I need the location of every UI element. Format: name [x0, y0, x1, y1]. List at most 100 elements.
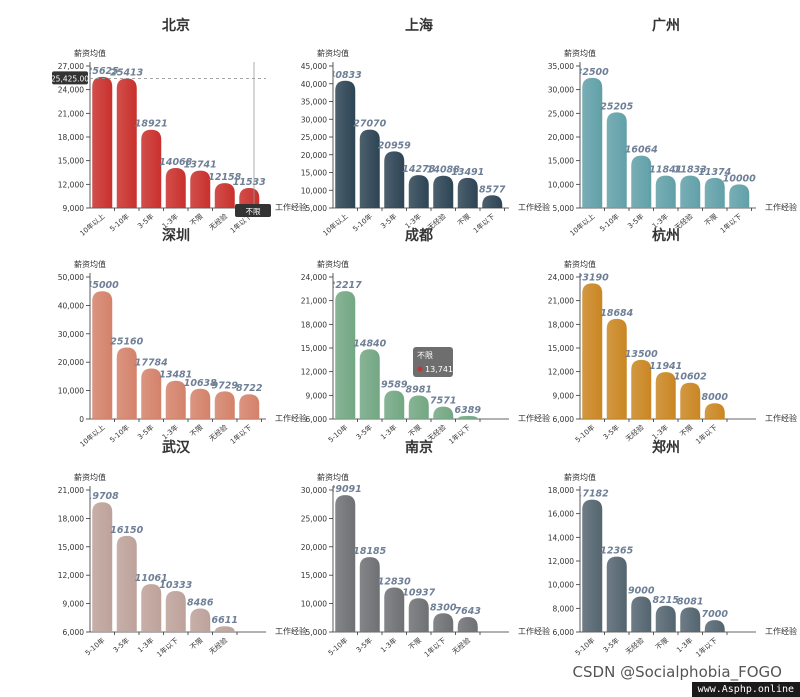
bar-不限[interactable]	[680, 382, 701, 419]
bar-无经验[interactable]	[680, 175, 701, 208]
x-axis-name: 工作经验	[518, 626, 550, 636]
bar-1-3年[interactable]	[141, 584, 162, 632]
bar-value-label: 13500	[625, 349, 658, 360]
bar-无经验[interactable]	[214, 391, 235, 419]
x-axis-name: 工作经验	[275, 626, 307, 636]
bar-1-3年[interactable]	[384, 587, 405, 632]
y-tick-label: 5,000	[306, 628, 328, 637]
bar-10年以上[interactable]	[92, 291, 113, 419]
x-tick-label: 1-3年	[675, 636, 695, 655]
bar-5-10年[interactable]	[116, 347, 137, 419]
bar-不限[interactable]	[457, 177, 478, 208]
bar-10年以上[interactable]	[335, 80, 356, 208]
x-tick-label: 1-3年	[136, 636, 156, 655]
bar-1-3年[interactable]	[655, 372, 676, 419]
bar-不限[interactable]	[190, 170, 211, 208]
bar-value-label: 12830	[378, 577, 411, 588]
y-tick-label: 18,000	[58, 514, 84, 523]
bar-不限[interactable]	[190, 608, 211, 632]
bar-3-5年[interactable]	[116, 535, 137, 632]
x-tick-label: 5-10年	[326, 423, 349, 445]
bar-1年以下[interactable]	[457, 415, 478, 419]
y-axis-name: 薪资均值	[317, 48, 349, 58]
x-tick-label: 不限	[407, 423, 424, 439]
bar-3-5年[interactable]	[631, 155, 652, 208]
bar-value-label: 14278	[402, 164, 435, 175]
bar-value-label: 8577	[479, 184, 506, 195]
bar-1-3年[interactable]	[384, 390, 405, 419]
bar-3-5年[interactable]	[141, 368, 162, 419]
y-tick-label: 30,000	[301, 115, 327, 124]
bar-5-10年[interactable]	[335, 495, 356, 632]
bar-5-10年[interactable]	[359, 129, 380, 208]
bar-value-label: 7643	[455, 606, 482, 617]
bar-1年以下[interactable]	[704, 403, 725, 419]
x-tick-label: 1年以下	[694, 423, 719, 446]
bar-无经验[interactable]	[457, 616, 478, 632]
bar-3-5年[interactable]	[359, 349, 380, 419]
y-tick-label: 10,000	[58, 387, 84, 396]
x-tick-label: 3-5年	[354, 423, 374, 442]
y-tick-label: 24,000	[301, 273, 327, 282]
bar-1年以下[interactable]	[482, 195, 503, 208]
bar-1年以下[interactable]	[165, 590, 186, 632]
bar-无经验[interactable]	[214, 183, 235, 208]
bar-5-10年[interactable]	[606, 112, 627, 208]
bar-无经验[interactable]	[433, 406, 454, 419]
bar-1年以下[interactable]	[704, 620, 725, 632]
bar-3-5年[interactable]	[141, 129, 162, 208]
y-axis-name: 薪资均值	[564, 48, 596, 58]
bar-10年以上[interactable]	[582, 77, 603, 208]
x-tick-label: 3-5年	[354, 636, 374, 655]
bar-value-label: 19708	[86, 491, 119, 502]
bar-无经验[interactable]	[214, 626, 235, 632]
bar-1-3年[interactable]	[165, 168, 186, 208]
bar-5-10年[interactable]	[335, 291, 356, 419]
bar-1-3年[interactable]	[165, 380, 186, 419]
bar-value-label: 7571	[430, 396, 456, 407]
y-tick-label: 35,000	[301, 98, 327, 107]
y-tick-label: 25,000	[301, 514, 327, 523]
bar-3-5年[interactable]	[359, 557, 380, 632]
bar-5-10年[interactable]	[582, 499, 603, 632]
bar-3-5年[interactable]	[606, 318, 627, 419]
bar-不限[interactable]	[655, 605, 676, 632]
x-tick-label: 3-5年	[111, 636, 131, 655]
bar-1-3年[interactable]	[655, 175, 676, 208]
x-axis-name: 工作经验	[518, 413, 550, 423]
chart-title: 武汉	[162, 439, 191, 456]
bar-5-10年[interactable]	[92, 502, 113, 632]
bar-1年以下[interactable]	[239, 394, 260, 419]
bar-不限[interactable]	[190, 388, 211, 419]
bar-不限[interactable]	[408, 395, 429, 419]
x-tick-label: 1年以下	[471, 212, 496, 235]
bar-无经验[interactable]	[433, 175, 454, 208]
bar-10年以上[interactable]	[92, 76, 113, 208]
bar-无经验[interactable]	[631, 596, 652, 633]
y-tick-label: 27,000	[58, 62, 84, 71]
x-tick-label: 5-10年	[108, 212, 131, 234]
bar-不限[interactable]	[408, 598, 429, 632]
bar-3-5年[interactable]	[384, 151, 405, 208]
bar-无经验[interactable]	[631, 359, 652, 419]
y-tick-label: 24,000	[548, 273, 574, 282]
y-tick-label: 10,000	[548, 180, 574, 189]
bar-3-5年[interactable]	[606, 556, 627, 632]
bar-5-10年[interactable]	[116, 78, 137, 208]
bar-不限[interactable]	[704, 177, 725, 208]
y-tick-label: 21,000	[301, 297, 327, 306]
bar-value-label: 8486	[187, 597, 214, 608]
chart-title: 郑州	[652, 439, 680, 456]
bar-5-10年[interactable]	[582, 283, 603, 419]
bar-1年以下[interactable]	[433, 613, 454, 632]
bar-1年以下[interactable]	[729, 184, 750, 208]
bar-1-3年[interactable]	[408, 175, 429, 208]
bar-value-label: 10638	[184, 378, 217, 389]
bar-1-3年[interactable]	[680, 607, 701, 632]
